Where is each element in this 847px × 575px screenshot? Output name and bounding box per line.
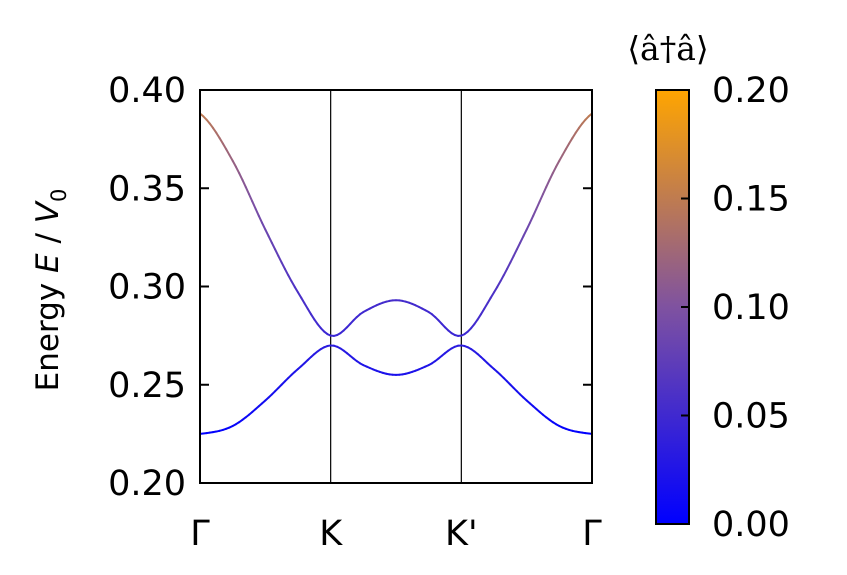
y-tick-label: 0.40 xyxy=(108,71,186,111)
y-axis-label: Energy E / V0 xyxy=(30,189,71,392)
band-segment xyxy=(486,296,492,305)
plot-frame xyxy=(199,89,593,484)
colorbar-title: ⟨â†â⟩ xyxy=(627,29,709,68)
band-segment xyxy=(218,137,224,145)
colorbar-ticks: 0.00 0.05 0.10 0.15 0.20 xyxy=(681,71,790,545)
band-segment xyxy=(493,285,499,294)
x-tick-label: K xyxy=(319,514,343,554)
band-segment xyxy=(248,193,254,203)
band-segment xyxy=(489,291,495,299)
band-segment xyxy=(483,302,489,310)
x-tick-label: Γ xyxy=(190,514,210,554)
band-segment xyxy=(231,159,237,168)
colorbar-tick-label: 0.00 xyxy=(712,505,790,545)
band-segment xyxy=(267,235,273,244)
band-segment xyxy=(228,153,234,162)
band-segment xyxy=(551,165,558,175)
band-segment xyxy=(502,267,509,277)
band-segment xyxy=(496,280,502,288)
colorbar-tick-label: 0.10 xyxy=(712,288,790,328)
x-tick-label: K' xyxy=(445,514,478,554)
band-segment xyxy=(506,261,512,270)
band-segment xyxy=(568,137,574,145)
band-segment xyxy=(283,267,290,277)
band-segment xyxy=(306,307,313,316)
y-tick-label: 0.20 xyxy=(108,464,186,504)
band-segment xyxy=(287,274,293,283)
band-segment xyxy=(545,178,551,188)
band-2-series xyxy=(199,344,593,435)
band-segment xyxy=(522,228,528,238)
band-segment xyxy=(558,153,564,162)
band-segment xyxy=(525,221,531,231)
band-segment xyxy=(261,221,267,231)
band-segment xyxy=(274,248,280,258)
band-segment xyxy=(277,255,283,264)
band-segment xyxy=(561,148,567,156)
band-segment xyxy=(264,228,270,238)
band-segment xyxy=(221,142,228,151)
band-segment xyxy=(297,291,303,299)
band-segment xyxy=(499,274,505,283)
x-tick-label: Γ xyxy=(582,514,602,554)
plot-area: 0.20 0.25 0.30 0.35 0.40 Γ K K' Γ xyxy=(108,71,602,554)
band-segment xyxy=(542,185,548,196)
band-segment xyxy=(270,241,277,251)
band-segment xyxy=(564,142,571,151)
band-segment xyxy=(293,285,299,294)
band-segment xyxy=(509,255,515,264)
band-segment xyxy=(535,200,541,210)
band-segment xyxy=(300,296,306,305)
band-segment xyxy=(479,307,486,316)
band-segment xyxy=(519,235,525,244)
band-segment xyxy=(290,280,296,288)
colorbar-tick-label: 0.15 xyxy=(712,180,790,220)
band-segment xyxy=(476,313,482,321)
band-segment xyxy=(251,200,257,210)
band-segment xyxy=(310,313,316,321)
band-1-series xyxy=(199,112,593,337)
band-segment xyxy=(280,261,286,270)
band-segment xyxy=(571,131,577,140)
band-segment xyxy=(515,241,522,251)
colorbar-tick-label: 0.05 xyxy=(712,397,790,437)
band-segment xyxy=(528,214,535,224)
band-segment xyxy=(303,302,309,310)
y-tick-label: 0.25 xyxy=(108,366,186,406)
band-segment xyxy=(225,148,231,156)
band-segment xyxy=(512,248,518,258)
y-tick-label: 0.30 xyxy=(108,268,186,308)
band-segment xyxy=(555,159,561,168)
band-segment xyxy=(257,214,264,224)
band-segment xyxy=(548,172,554,181)
band-segment xyxy=(215,131,221,140)
band-segment xyxy=(254,207,260,217)
band-segment xyxy=(244,185,250,196)
band-segment xyxy=(241,178,247,188)
band-segment xyxy=(538,193,544,203)
band-segment xyxy=(532,207,538,217)
band-segment xyxy=(238,172,244,181)
band-segment xyxy=(234,165,241,175)
colorbar-tick-label: 0.20 xyxy=(712,71,790,111)
y-tick-label: 0.35 xyxy=(108,169,186,209)
